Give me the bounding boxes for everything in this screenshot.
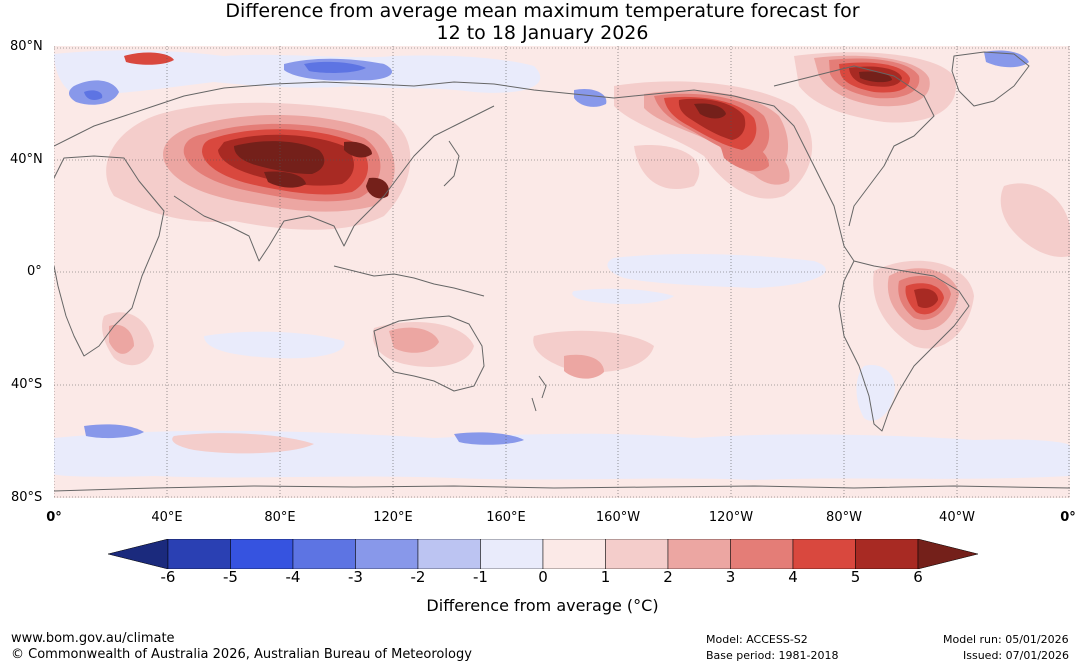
colorbar-tick-label: -4	[285, 568, 301, 586]
title-line-2: 12 to 18 January 2026	[436, 22, 649, 44]
colorbar-bin	[355, 539, 419, 569]
lat-label-80n: 80°N	[10, 39, 43, 54]
colorbar-bin	[730, 539, 794, 569]
colorbar-bin	[542, 539, 606, 569]
model-run-date: Model run: 05/01/2026	[943, 633, 1069, 646]
lon-label-120e: 120°E	[373, 510, 413, 525]
chart-title: Difference from average mean maximum tem…	[0, 0, 1085, 44]
anomaly-over6-patches	[234, 71, 892, 199]
colorbar-tick-label: -2	[410, 568, 426, 586]
anomaly-minus3-patches	[84, 61, 366, 100]
lon-label-0-left: 0°	[46, 510, 62, 525]
model-name: Model: ACCESS-S2	[706, 633, 808, 646]
colorbar-tick-label: 3	[725, 568, 736, 586]
colorbar-tick-label: 5	[850, 568, 861, 586]
lon-label-0-right: 0°	[1060, 510, 1076, 525]
lat-label-equator: 0°	[27, 264, 42, 279]
base-period: Base period: 1981-2018	[706, 649, 839, 662]
colorbar	[108, 539, 978, 569]
colorbar-bin	[605, 539, 669, 569]
colorbar-tick-label: -3	[348, 568, 363, 586]
colorbar-tick-label: 6	[913, 568, 923, 586]
lon-label-120w: 120°W	[708, 510, 754, 525]
lon-label-80e: 80°E	[264, 510, 296, 525]
colorbar-bin	[417, 539, 481, 569]
website-link[interactable]: www.bom.gov.au/climate	[11, 631, 175, 646]
colorbar-bin	[167, 539, 231, 569]
lat-label-40n: 40°N	[10, 152, 43, 167]
colorbar-bin	[792, 539, 856, 569]
lon-label-160w: 160°W	[595, 510, 641, 525]
copyright-text: © Commonwealth of Australia 2026, Austra…	[11, 647, 472, 662]
colorbar-tick-label: 2	[663, 568, 673, 586]
anomaly-map	[54, 46, 1070, 498]
lon-label-40e: 40°E	[151, 510, 183, 525]
title-line-1: Difference from average mean maximum tem…	[225, 0, 860, 22]
colorbar-tick-label: 0	[538, 568, 548, 586]
colorbar-label: Difference from average (°C)	[426, 596, 659, 615]
colorbar-bin	[480, 539, 544, 569]
colorbar-extend-high	[917, 539, 978, 569]
lon-label-40w: 40°W	[939, 510, 975, 525]
lon-label-80w: 80°W	[826, 510, 862, 525]
colorbar-tick-label: -5	[223, 568, 238, 586]
graticule	[54, 46, 1070, 498]
lon-label-160e: 160°E	[486, 510, 526, 525]
lat-label-40s: 40°S	[11, 377, 43, 392]
colorbar-bin	[667, 539, 731, 569]
issued-date: Issued: 07/01/2026	[963, 649, 1070, 662]
colorbar-tick-label: -1	[473, 568, 488, 586]
colorbar-extend-low	[108, 539, 169, 569]
lat-label-80s: 80°S	[11, 490, 43, 505]
colorbar-bin	[230, 539, 294, 569]
colorbar-bin	[855, 539, 919, 569]
colorbar-bin	[292, 539, 356, 569]
colorbar-tick-label: -6	[160, 568, 176, 586]
colorbar-tick-label: 4	[788, 568, 798, 586]
colorbar-tick-label: 1	[600, 568, 611, 586]
anomaly-map-svg	[54, 46, 1070, 498]
